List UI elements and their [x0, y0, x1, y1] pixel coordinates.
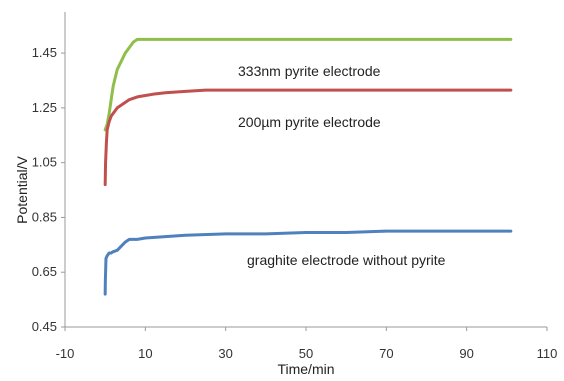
series-annotation-3: graghite electrode without pyrite	[247, 252, 446, 268]
x-tick-label: 30	[218, 346, 232, 361]
x-tick-label: -10	[56, 346, 75, 361]
axes-layer	[61, 12, 548, 331]
y-tick-label: 0.65	[32, 264, 57, 279]
series-annotation-1: 333nm pyrite electrode	[238, 63, 381, 79]
series-line-2	[103, 88, 513, 187]
x-tick-label: 10	[138, 346, 152, 361]
series-layer	[103, 37, 513, 296]
series-annotation-2: 200µm pyrite electrode	[238, 114, 381, 130]
labels-layer: 0.45 0.65 0.85 1.05 1.25 1.45 -10 10 30 50 70 90 110…	[14, 45, 558, 377]
x-tick-label: 50	[299, 346, 313, 361]
x-axis-label: Time/min	[277, 361, 334, 376]
y-axis-label: Potential/V	[14, 155, 30, 223]
x-tick-label: 110	[537, 346, 558, 361]
series-line-1	[103, 37, 513, 132]
y-tick-label: 1.05	[32, 155, 57, 170]
y-tick-label: 0.45	[32, 319, 57, 334]
series-line-3	[103, 229, 513, 296]
y-tick-label: 0.85	[32, 209, 57, 224]
x-tick-label: 70	[379, 346, 393, 361]
y-tick-label: 1.25	[32, 100, 57, 115]
y-tick-label: 1.45	[32, 45, 57, 60]
x-tick-label: 90	[459, 346, 473, 361]
